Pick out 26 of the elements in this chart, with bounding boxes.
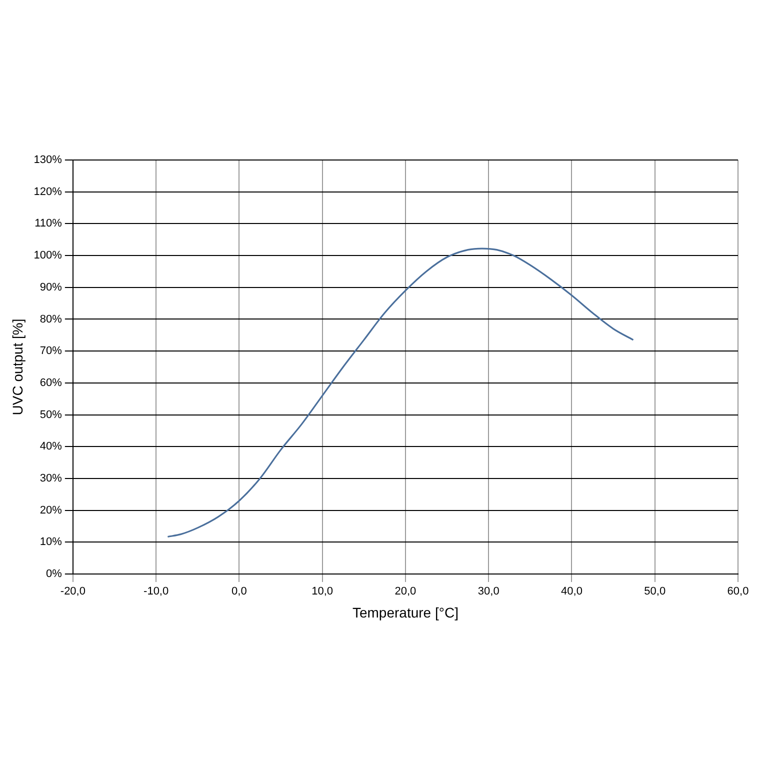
y-tick-label: 130% [34,154,62,166]
y-tick-label: 110% [34,218,62,230]
y-tick-label: 70% [40,345,62,358]
y-tick-label: 80% [40,313,62,326]
x-tick-label: 20,0 [394,586,416,598]
x-tick-label: -20,0 [60,586,86,598]
x-axis-title: Temperature [°C] [352,604,458,620]
y-tick-label: 60% [40,376,62,389]
y-tick-label: 120% [34,186,62,198]
x-tick-label: 10,0 [312,586,334,598]
x-tick-label: 0,0 [232,586,247,598]
y-tick-label: 50% [40,408,62,421]
y-axis-title: UVC output [%] [9,318,26,416]
y-tick-label: 30% [40,472,62,484]
y-tick-label: 20% [40,504,62,516]
y-tick-label: 10% [40,536,62,548]
y-tick-label: 100% [34,250,62,262]
x-tick-label: 60,0 [727,586,749,598]
x-tick-label: -10,0 [144,586,169,598]
x-tick-label: 40,0 [561,586,582,598]
x-tick-label: 30,0 [478,586,500,598]
line-series [166,248,634,538]
y-tick-label: 90% [40,281,62,294]
y-tick-label: 40% [40,440,62,453]
y-tick-label: 0% [46,568,62,580]
x-tick-label: 50,0 [644,586,666,598]
